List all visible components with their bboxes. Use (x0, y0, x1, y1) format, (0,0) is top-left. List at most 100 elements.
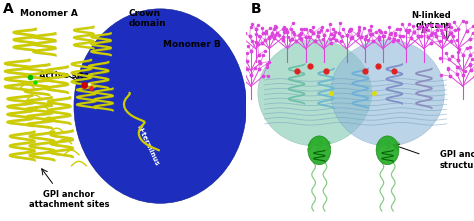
Point (120, 147, 128, 151)
Point (106, 89, 114, 93)
Point (194, 138, 202, 141)
Point (163, 30, 170, 33)
Point (172, 72, 180, 76)
Point (133, 155, 140, 158)
Point (188, 40, 196, 44)
Point (129, 144, 137, 147)
Point (226, 108, 233, 112)
Point (130, 88, 137, 92)
Point (167, 84, 174, 88)
Point (229, 90, 237, 93)
Point (223, 70, 230, 73)
Point (119, 154, 127, 157)
Point (215, 88, 222, 91)
Point (156, 116, 164, 119)
Point (166, 86, 173, 90)
Point (219, 48, 226, 52)
Point (161, 12, 168, 16)
Point (104, 113, 112, 117)
Text: B: B (251, 2, 262, 16)
Point (199, 103, 207, 106)
Point (161, 128, 168, 132)
Point (140, 159, 148, 163)
Point (142, 40, 150, 43)
Point (170, 116, 178, 120)
Point (115, 116, 122, 120)
Point (146, 21, 154, 25)
Point (196, 168, 203, 171)
Point (180, 48, 188, 52)
Point (184, 55, 191, 59)
Point (85, 109, 92, 112)
Point (99, 134, 107, 138)
Point (89, 155, 96, 159)
Point (126, 118, 134, 122)
Point (217, 52, 225, 56)
Point (156, 107, 164, 110)
Point (201, 48, 209, 51)
Point (112, 158, 119, 161)
Point (101, 91, 109, 95)
Point (185, 79, 192, 82)
Point (162, 65, 170, 69)
Point (172, 149, 179, 153)
Point (140, 46, 148, 50)
Point (95, 82, 102, 85)
Point (166, 105, 173, 109)
Point (103, 135, 110, 139)
Point (177, 179, 185, 183)
Point (204, 86, 211, 90)
Point (119, 129, 127, 132)
Point (209, 107, 217, 111)
Point (152, 194, 160, 198)
Point (173, 119, 181, 123)
Point (102, 103, 110, 107)
Point (133, 77, 140, 80)
Point (175, 58, 183, 61)
Point (142, 62, 150, 66)
Point (190, 157, 198, 161)
Point (203, 156, 211, 160)
Point (147, 32, 155, 36)
Point (136, 100, 144, 103)
Point (188, 181, 195, 185)
Point (94, 65, 102, 68)
Point (168, 176, 175, 180)
Point (89, 59, 97, 63)
Point (151, 177, 159, 181)
Point (149, 53, 156, 57)
Point (163, 58, 171, 62)
Point (181, 146, 188, 150)
Point (171, 90, 179, 94)
Point (162, 160, 170, 164)
Point (122, 181, 129, 184)
Point (91, 65, 99, 69)
Point (123, 35, 131, 38)
Point (219, 125, 227, 128)
Point (226, 80, 234, 83)
Point (118, 50, 125, 53)
Point (152, 68, 160, 71)
Point (91, 82, 98, 85)
Point (202, 112, 210, 116)
Point (207, 117, 214, 120)
Point (85, 145, 93, 149)
Point (170, 50, 177, 53)
Point (187, 31, 194, 34)
Ellipse shape (74, 9, 246, 203)
Point (82, 118, 89, 121)
Point (157, 127, 164, 130)
Point (217, 120, 224, 123)
Text: Monomer B: Monomer B (163, 40, 220, 49)
Point (174, 70, 182, 73)
Point (101, 109, 109, 113)
Point (132, 22, 140, 25)
Point (202, 128, 210, 131)
Point (193, 67, 201, 71)
Point (181, 150, 188, 153)
Point (120, 158, 128, 161)
Point (152, 119, 159, 122)
Point (137, 130, 144, 134)
Point (84, 98, 92, 102)
Point (120, 94, 128, 98)
